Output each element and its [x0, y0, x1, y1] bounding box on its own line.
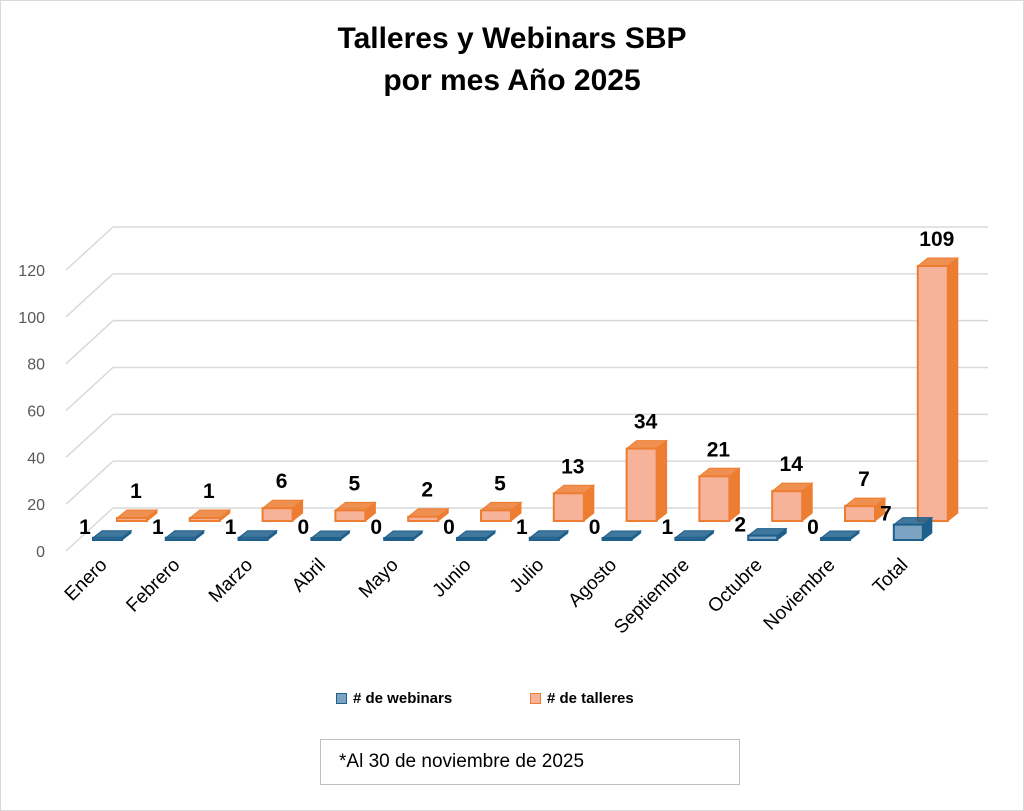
data-label-webinars-noviembre: 0 — [807, 516, 819, 539]
legend-label-talleres: # de talleres — [547, 690, 634, 707]
legend-item-webinars: # de webinars — [336, 690, 452, 707]
side-gridline-100 — [65, 273, 114, 318]
bar-talleres-agosto-side — [656, 439, 668, 523]
bar-webinars-junio — [456, 537, 487, 541]
y-tick-label-80: 80 — [27, 357, 45, 374]
data-label-talleres-julio: 13 — [561, 455, 584, 478]
bar-webinars-total — [892, 523, 924, 541]
x-tick-label-total: Total — [869, 555, 912, 598]
bar-talleres-enero — [116, 517, 148, 522]
bar-talleres-marzo — [261, 507, 294, 523]
x-tick-label-marzo: Marzo — [205, 555, 257, 607]
bar-talleres-abril — [334, 509, 367, 523]
side-gridline-120 — [65, 226, 114, 271]
x-tick-label-septiembre: Septiembre — [610, 555, 694, 639]
data-label-webinars-agosto: 0 — [589, 516, 601, 539]
footnote: *Al 30 de noviembre de 2025 — [320, 739, 740, 785]
bar-talleres-septiembre — [698, 475, 731, 522]
bar-talleres-mayo — [407, 515, 440, 522]
x-tick-label-enero: Enero — [61, 555, 112, 606]
chart-title-line-1: Talleres y Webinars SBP — [337, 22, 687, 55]
y-tick-label-0: 0 — [36, 544, 45, 561]
data-label-talleres-noviembre: 7 — [858, 468, 870, 491]
y-tick-label-60: 60 — [27, 404, 45, 421]
bar-talleres-julio — [552, 492, 585, 522]
chart-title-line-2: por mes Año 2025 — [383, 64, 641, 97]
bar-webinars-enero — [92, 536, 123, 541]
side-gridline-20 — [65, 460, 114, 505]
chart-legend: # de webinars # de talleres — [0, 690, 1024, 710]
bar-talleres-total — [916, 265, 949, 522]
y-tick-label-100: 100 — [18, 310, 45, 327]
bar-webinars-mayo — [383, 537, 415, 541]
data-label-talleres-septiembre: 21 — [707, 438, 731, 461]
legend-swatch-talleres — [530, 693, 541, 704]
bar-talleres-agosto — [625, 447, 658, 522]
data-label-talleres-abril: 5 — [349, 472, 361, 495]
data-label-webinars-febrero: 1 — [152, 516, 164, 539]
y-tick-label-20: 20 — [27, 497, 45, 514]
x-tick-label-julio: Julio — [506, 555, 548, 597]
x-tick-label-octubre: Octubre — [704, 555, 767, 618]
bar-webinars-febrero — [164, 536, 196, 541]
data-label-talleres-agosto: 34 — [634, 411, 658, 434]
bar-webinars-septiembre — [674, 536, 706, 541]
side-gridline-80 — [65, 320, 114, 365]
data-label-webinars-julio: 1 — [516, 516, 528, 539]
bar-talleres-octubre — [771, 490, 804, 522]
legend-swatch-webinars — [336, 693, 347, 704]
data-label-webinars-marzo: 1 — [225, 516, 237, 539]
bar-webinars-noviembre — [820, 537, 851, 541]
data-label-webinars-enero: 1 — [79, 516, 91, 539]
data-label-talleres-octubre: 14 — [780, 453, 804, 476]
data-label-talleres-enero: 1 — [130, 480, 142, 503]
legend-item-talleres: # de talleres — [530, 690, 634, 707]
x-tick-label-mayo: Mayo — [355, 555, 403, 603]
legend-label-webinars: # de webinars — [353, 690, 453, 707]
bar-webinars-marzo — [237, 536, 269, 541]
bar-talleres-febrero — [188, 517, 221, 522]
data-label-talleres-mayo: 2 — [421, 479, 433, 502]
bar-talleres-noviembre — [844, 505, 876, 522]
bar-talleres-junio — [480, 509, 512, 523]
data-label-webinars-mayo: 0 — [370, 516, 382, 539]
bar-talleres-total-side — [947, 256, 959, 523]
data-label-webinars-junio: 0 — [443, 516, 455, 539]
bar-webinars-julio — [528, 536, 560, 541]
x-tick-label-junio: Junio — [429, 555, 476, 602]
data-label-talleres-febrero: 1 — [203, 480, 215, 503]
data-label-webinars-total: 7 — [880, 503, 892, 526]
data-label-talleres-marzo: 6 — [276, 470, 288, 493]
x-tick-label-agosto: Agosto — [564, 555, 621, 612]
side-gridline-0 — [65, 507, 114, 552]
data-label-talleres-total: 109 — [919, 228, 954, 251]
side-gridline-40 — [65, 413, 114, 458]
data-label-webinars-octubre: 2 — [734, 514, 746, 537]
x-tick-label-abril: Abril — [288, 555, 330, 597]
data-label-talleres-junio: 5 — [494, 472, 506, 495]
data-label-webinars-septiembre: 1 — [662, 516, 674, 539]
x-tick-label-febrero: Febrero — [122, 555, 184, 617]
x-tick-label-noviembre: Noviembre — [760, 555, 840, 635]
side-gridline-60 — [65, 366, 114, 412]
bar-webinars-agosto — [601, 537, 633, 541]
y-tick-label-120: 120 — [18, 263, 45, 280]
data-label-webinars-abril: 0 — [298, 516, 310, 539]
y-tick-label-40: 40 — [27, 450, 45, 467]
bar-webinars-octubre — [747, 534, 779, 541]
bar-webinars-abril — [310, 537, 342, 541]
